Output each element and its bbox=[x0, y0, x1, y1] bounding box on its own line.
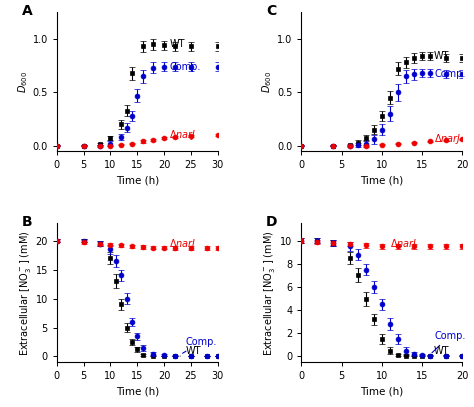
Text: A: A bbox=[21, 4, 32, 18]
Text: $\Delta$narJ: $\Delta$narJ bbox=[169, 236, 197, 251]
Text: WT: WT bbox=[434, 51, 449, 61]
Text: Comp.: Comp. bbox=[182, 337, 217, 353]
Text: C: C bbox=[266, 4, 276, 18]
Text: Comp.: Comp. bbox=[169, 62, 201, 72]
X-axis label: Time (h): Time (h) bbox=[116, 176, 159, 186]
Y-axis label: $D_{600}$: $D_{600}$ bbox=[16, 71, 30, 93]
Text: Comp.: Comp. bbox=[432, 330, 465, 353]
Y-axis label: Extracellular [NO$_3^-$] (mM): Extracellular [NO$_3^-$] (mM) bbox=[18, 230, 33, 356]
Text: WT: WT bbox=[169, 39, 185, 49]
X-axis label: Time (h): Time (h) bbox=[360, 176, 403, 186]
X-axis label: Time (h): Time (h) bbox=[116, 387, 159, 397]
Text: D: D bbox=[266, 215, 277, 229]
Text: $\Delta$narJ: $\Delta$narJ bbox=[390, 237, 417, 251]
Text: WT: WT bbox=[180, 346, 201, 356]
Text: WT: WT bbox=[430, 346, 449, 356]
Text: $\Delta$narJ: $\Delta$narJ bbox=[434, 132, 461, 147]
Text: Comp.: Comp. bbox=[434, 69, 465, 79]
Text: B: B bbox=[21, 215, 32, 229]
Y-axis label: $D_{600}$: $D_{600}$ bbox=[260, 71, 274, 93]
Y-axis label: Extracellular [NO$_3^-$] (mM): Extracellular [NO$_3^-$] (mM) bbox=[262, 230, 277, 356]
Text: $\Delta$narJ: $\Delta$narJ bbox=[169, 128, 197, 142]
X-axis label: Time (h): Time (h) bbox=[360, 387, 403, 397]
